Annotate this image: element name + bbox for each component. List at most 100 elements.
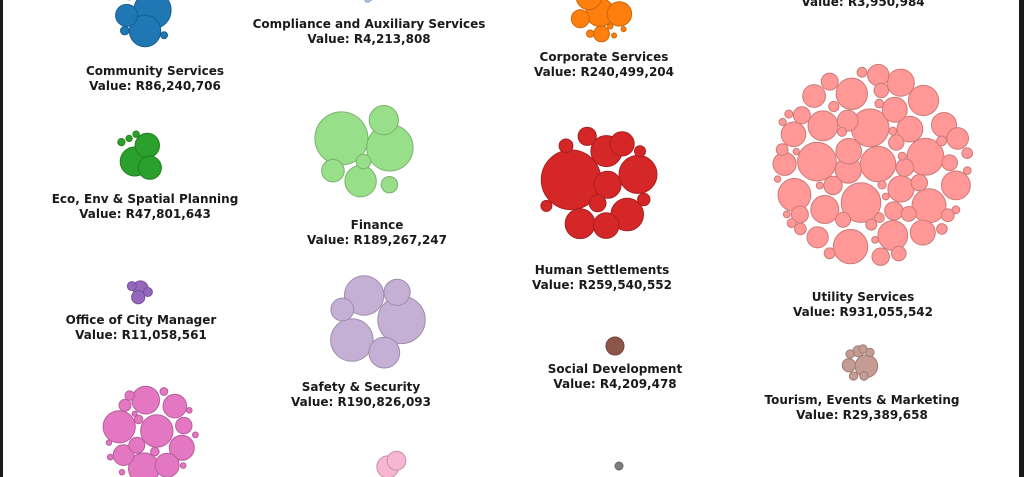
bubble-community[interactable] — [120, 25, 130, 36]
bubble-finance[interactable] — [344, 165, 377, 198]
bubble-utility[interactable] — [807, 110, 839, 142]
bubble-bottom-left[interactable] — [175, 416, 193, 435]
bubble-utility[interactable] — [877, 180, 887, 190]
bubble-office[interactable] — [131, 290, 146, 305]
bubble-bottom-right[interactable] — [614, 461, 624, 471]
bubble-social[interactable] — [605, 336, 625, 356]
bubble-bottom-left[interactable] — [106, 453, 114, 461]
bubble-bottom-left[interactable] — [112, 444, 135, 467]
bubble-utility[interactable] — [910, 174, 928, 192]
bubble-human[interactable] — [540, 199, 553, 212]
bubble-bottom-left[interactable] — [131, 385, 161, 415]
bubble-compliance[interactable] — [364, 0, 372, 3]
bubble-bottom-left[interactable] — [186, 407, 193, 414]
bubble-utility[interactable] — [961, 147, 974, 159]
bubble-community[interactable] — [160, 31, 169, 40]
bubble-corporate[interactable] — [570, 9, 590, 29]
bubble-corporate[interactable] — [593, 25, 610, 43]
bubble-office[interactable] — [126, 281, 137, 292]
bubble-corporate[interactable] — [611, 32, 618, 39]
bubble-utility[interactable] — [828, 101, 840, 113]
bubble-utility[interactable] — [909, 219, 936, 246]
bubble-bottom-left[interactable] — [159, 387, 169, 396]
bubble-bottom-left[interactable] — [162, 393, 188, 419]
bubble-eco[interactable] — [137, 155, 162, 180]
bubble-eco[interactable] — [134, 132, 161, 159]
bubble-eco[interactable] — [117, 138, 126, 147]
bubble-utility[interactable] — [911, 188, 947, 224]
bubble-utility[interactable] — [881, 192, 890, 201]
bubble-corporate[interactable] — [576, 0, 602, 11]
bubble-utility[interactable] — [907, 84, 940, 117]
bubble-bottom-left[interactable] — [118, 398, 132, 412]
bubble-utility[interactable] — [888, 126, 898, 136]
bubble-utility[interactable] — [835, 137, 863, 165]
bubble-utility[interactable] — [940, 208, 955, 223]
bubble-utility[interactable] — [877, 220, 909, 251]
bubble-utility[interactable] — [784, 109, 794, 119]
bubble-corporate[interactable] — [586, 29, 595, 38]
bubble-human[interactable] — [593, 170, 622, 199]
bubble-utility[interactable] — [946, 127, 970, 150]
bubble-utility[interactable] — [806, 226, 829, 249]
bubble-utility[interactable] — [888, 134, 905, 151]
bubble-utility[interactable] — [900, 206, 917, 222]
bubble-utility[interactable] — [884, 201, 904, 221]
bubble-utility[interactable] — [896, 115, 924, 143]
bubble-eco[interactable] — [125, 134, 133, 142]
bubble-utility[interactable] — [772, 151, 797, 176]
bubble-utility[interactable] — [871, 236, 879, 244]
bubble-bottom-left[interactable] — [140, 414, 174, 448]
bubble-bottom-left[interactable] — [118, 469, 126, 476]
bubble-utility[interactable] — [871, 247, 890, 266]
bubble-bottom-left[interactable] — [168, 434, 195, 461]
bubble-utility[interactable] — [891, 245, 907, 262]
bubble-utility[interactable] — [941, 154, 959, 171]
bubble-bottom-left[interactable] — [150, 446, 160, 457]
bubble-utility[interactable] — [836, 109, 859, 132]
bubble-utility[interactable] — [941, 170, 971, 201]
bubble-bottom-mid[interactable] — [386, 450, 407, 471]
bubble-utility[interactable] — [837, 126, 847, 137]
bubble-tourism[interactable] — [858, 344, 868, 354]
bubble-finance[interactable] — [321, 158, 345, 183]
bubble-finance[interactable] — [355, 153, 372, 170]
bubble-utility[interactable] — [887, 175, 915, 203]
bubble-human[interactable] — [558, 138, 574, 154]
bubble-corporate[interactable] — [606, 1, 633, 27]
bubble-utility[interactable] — [792, 106, 811, 125]
bubble-bottom-left[interactable] — [124, 390, 135, 401]
bubble-utility[interactable] — [786, 218, 797, 229]
bubble-bottom-left[interactable] — [133, 414, 144, 425]
bubble-community[interactable] — [115, 3, 139, 27]
bubble-utility[interactable] — [865, 218, 878, 231]
bubble-bottom-left[interactable] — [105, 439, 113, 446]
bubble-tourism[interactable] — [848, 371, 859, 381]
bubble-office[interactable] — [142, 287, 153, 297]
bubble-human[interactable] — [637, 192, 651, 207]
bubble-utility[interactable] — [773, 175, 782, 183]
bubble-utility[interactable] — [802, 84, 826, 108]
bubble-tourism[interactable] — [859, 371, 869, 381]
bubble-utility[interactable] — [820, 72, 839, 91]
bubble-bottom-left[interactable] — [102, 410, 136, 444]
bubble-eco[interactable] — [132, 130, 140, 138]
bubble-finance[interactable] — [380, 176, 399, 194]
bubble-utility[interactable] — [873, 82, 889, 99]
bubble-utility[interactable] — [951, 205, 961, 215]
bubble-utility[interactable] — [780, 121, 807, 148]
bubble-bottom-left[interactable] — [179, 462, 187, 469]
bubble-utility[interactable] — [840, 182, 882, 223]
bubble-tourism[interactable] — [845, 349, 855, 359]
bubble-utility[interactable] — [792, 147, 800, 156]
bubble-utility[interactable] — [881, 96, 908, 123]
bubble-human[interactable] — [577, 126, 597, 146]
bubble-bottom-left[interactable] — [131, 410, 138, 417]
bubble-utility[interactable] — [874, 212, 885, 223]
bubble-utility[interactable] — [867, 63, 890, 87]
bubble-utility[interactable] — [886, 68, 915, 97]
bubble-utility[interactable] — [835, 77, 868, 111]
bubble-utility[interactable] — [895, 158, 915, 177]
bubble-utility[interactable] — [859, 145, 897, 183]
bubble-safety[interactable] — [343, 275, 385, 316]
